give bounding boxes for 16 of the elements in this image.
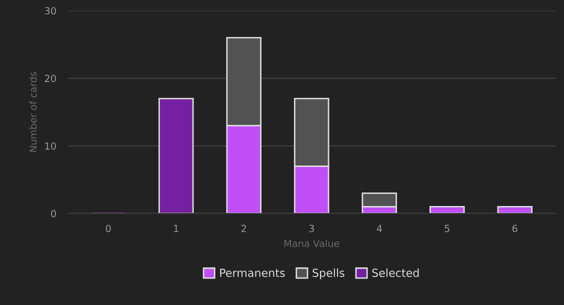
x-tick-label: 0 [106,224,111,232]
y-tick-label: 0 [51,210,56,218]
y-tick-label: 20 [44,74,56,82]
x-tick-label: 1 [174,224,178,232]
y-tick-label: 30 [44,7,56,15]
x-tick-label: 2 [241,224,246,232]
y-axis-title: Number of cards [29,72,37,152]
legend-label: Spells [312,268,344,280]
legend-label: Permanents [220,268,285,278]
x-tick-label: 4 [376,224,382,232]
x-tick-label: 3 [309,224,314,232]
x-tick-label: 6 [512,224,518,232]
legend-label: Selected [372,268,419,278]
y-tick-label: 10 [45,142,56,150]
x-axis-title: Mana Value [284,240,340,248]
x-tick-label: 5 [444,224,450,232]
